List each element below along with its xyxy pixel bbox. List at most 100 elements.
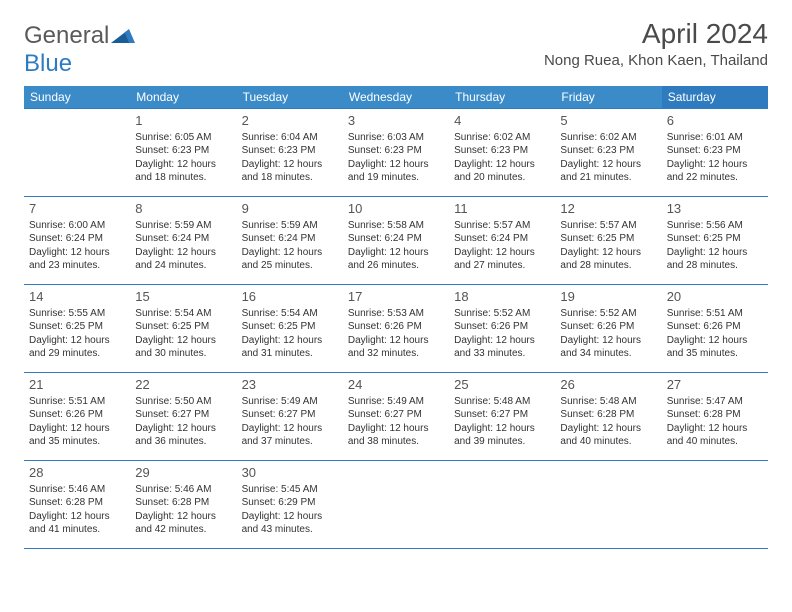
calendar-day-cell: 8Sunrise: 5:59 AMSunset: 6:24 PMDaylight…	[130, 197, 236, 285]
calendar-day-cell: 21Sunrise: 5:51 AMSunset: 6:26 PMDayligh…	[24, 373, 130, 461]
daylight-text: Daylight: 12 hours and 41 minutes.	[29, 510, 125, 537]
calendar-day-cell: 15Sunrise: 5:54 AMSunset: 6:25 PMDayligh…	[130, 285, 236, 373]
daylight-text: Daylight: 12 hours and 35 minutes.	[667, 334, 763, 361]
sunrise-text: Sunrise: 5:54 AM	[135, 307, 231, 321]
calendar-day-cell: 4Sunrise: 6:02 AMSunset: 6:23 PMDaylight…	[449, 109, 555, 197]
calendar-blank-cell	[343, 461, 449, 549]
daylight-text: Daylight: 12 hours and 18 minutes.	[135, 158, 231, 185]
calendar-day-cell: 7Sunrise: 6:00 AMSunset: 6:24 PMDaylight…	[24, 197, 130, 285]
sunset-text: Sunset: 6:26 PM	[560, 320, 656, 334]
day-number: 3	[348, 112, 444, 130]
daylight-text: Daylight: 12 hours and 42 minutes.	[135, 510, 231, 537]
sunset-text: Sunset: 6:26 PM	[348, 320, 444, 334]
calendar-day-cell: 26Sunrise: 5:48 AMSunset: 6:28 PMDayligh…	[555, 373, 661, 461]
day-number: 7	[29, 200, 125, 218]
daylight-text: Daylight: 12 hours and 24 minutes.	[135, 246, 231, 273]
sunset-text: Sunset: 6:27 PM	[454, 408, 550, 422]
day-header-thursday: Thursday	[449, 86, 555, 109]
calendar-day-cell: 30Sunrise: 5:45 AMSunset: 6:29 PMDayligh…	[237, 461, 343, 549]
daylight-text: Daylight: 12 hours and 38 minutes.	[348, 422, 444, 449]
daylight-text: Daylight: 12 hours and 18 minutes.	[242, 158, 338, 185]
day-number: 27	[667, 376, 763, 394]
day-number: 21	[29, 376, 125, 394]
daylight-text: Daylight: 12 hours and 28 minutes.	[667, 246, 763, 273]
calendar-table: Sunday Monday Tuesday Wednesday Thursday…	[24, 86, 768, 549]
day-number: 17	[348, 288, 444, 306]
daylight-text: Daylight: 12 hours and 36 minutes.	[135, 422, 231, 449]
sunrise-text: Sunrise: 6:05 AM	[135, 131, 231, 145]
sunrise-text: Sunrise: 5:54 AM	[242, 307, 338, 321]
sunset-text: Sunset: 6:26 PM	[29, 408, 125, 422]
day-number: 14	[29, 288, 125, 306]
daylight-text: Daylight: 12 hours and 19 minutes.	[348, 158, 444, 185]
calendar-day-cell: 24Sunrise: 5:49 AMSunset: 6:27 PMDayligh…	[343, 373, 449, 461]
calendar-day-cell: 19Sunrise: 5:52 AMSunset: 6:26 PMDayligh…	[555, 285, 661, 373]
sunrise-text: Sunrise: 5:59 AM	[242, 219, 338, 233]
sunrise-text: Sunrise: 5:52 AM	[560, 307, 656, 321]
sunrise-text: Sunrise: 6:00 AM	[29, 219, 125, 233]
sunset-text: Sunset: 6:26 PM	[454, 320, 550, 334]
day-number: 2	[242, 112, 338, 130]
sunrise-text: Sunrise: 6:01 AM	[667, 131, 763, 145]
calendar-day-cell: 3Sunrise: 6:03 AMSunset: 6:23 PMDaylight…	[343, 109, 449, 197]
sunrise-text: Sunrise: 5:51 AM	[29, 395, 125, 409]
sunrise-text: Sunrise: 5:49 AM	[348, 395, 444, 409]
day-header-row: Sunday Monday Tuesday Wednesday Thursday…	[24, 86, 768, 109]
logo-triangle-icon	[111, 27, 135, 43]
calendar-week-row: 1Sunrise: 6:05 AMSunset: 6:23 PMDaylight…	[24, 109, 768, 197]
daylight-text: Daylight: 12 hours and 26 minutes.	[348, 246, 444, 273]
calendar-blank-cell	[449, 461, 555, 549]
sunrise-text: Sunrise: 5:47 AM	[667, 395, 763, 409]
day-number: 29	[135, 464, 231, 482]
logo: General Blue	[24, 18, 135, 78]
day-header-sunday: Sunday	[24, 86, 130, 109]
day-number: 18	[454, 288, 550, 306]
calendar-week-row: 21Sunrise: 5:51 AMSunset: 6:26 PM Dayligh…	[24, 373, 768, 461]
sunset-text: Sunset: 6:23 PM	[560, 144, 656, 158]
calendar-blank-cell	[555, 461, 661, 549]
day-number: 30	[242, 464, 338, 482]
logo-text-general: General	[24, 22, 109, 49]
daylight-text: Daylight: 12 hours and 25 minutes.	[242, 246, 338, 273]
daylight-text: Daylight: 12 hours and 23 minutes.	[29, 246, 125, 273]
daylight-text: Daylight: 12 hours and 20 minutes.	[454, 158, 550, 185]
sunset-text: Sunset: 6:23 PM	[348, 144, 444, 158]
sunset-text: Sunset: 6:27 PM	[135, 408, 231, 422]
calendar-day-cell: 5Sunrise: 6:02 AMSunset: 6:23 PMDaylight…	[555, 109, 661, 197]
day-number: 9	[242, 200, 338, 218]
calendar-day-cell: 23Sunrise: 5:49 AMSunset: 6:27 PMDayligh…	[237, 373, 343, 461]
day-header-wednesday: Wednesday	[343, 86, 449, 109]
calendar-blank-cell	[662, 461, 768, 549]
logo-text-blue: Blue	[24, 50, 72, 77]
calendar-day-cell: 25Sunrise: 5:48 AMSunset: 6:27 PMDayligh…	[449, 373, 555, 461]
daylight-text: Daylight: 12 hours and 40 minutes.	[667, 422, 763, 449]
daylight-text: Daylight: 12 hours and 28 minutes.	[560, 246, 656, 273]
daylight-text: Daylight: 12 hours and 27 minutes.	[454, 246, 550, 273]
daylight-text: Daylight: 12 hours and 32 minutes.	[348, 334, 444, 361]
calendar-week-row: 14Sunrise: 5:55 AMSunset: 6:25 PMDayligh…	[24, 285, 768, 373]
daylight-text: Daylight: 12 hours and 29 minutes.	[29, 334, 125, 361]
sunset-text: Sunset: 6:28 PM	[135, 496, 231, 510]
sunset-text: Sunset: 6:27 PM	[348, 408, 444, 422]
calendar-day-cell: 20Sunrise: 5:51 AMSunset: 6:26 PMDayligh…	[662, 285, 768, 373]
day-number: 10	[348, 200, 444, 218]
calendar-day-cell: 18Sunrise: 5:52 AMSunset: 6:26 PMDayligh…	[449, 285, 555, 373]
sunrise-text: Sunrise: 5:56 AM	[667, 219, 763, 233]
sunset-text: Sunset: 6:24 PM	[348, 232, 444, 246]
sunset-text: Sunset: 6:29 PM	[242, 496, 338, 510]
sunset-text: Sunset: 6:23 PM	[135, 144, 231, 158]
day-number: 28	[29, 464, 125, 482]
day-number: 1	[135, 112, 231, 130]
sunrise-text: Sunrise: 6:03 AM	[348, 131, 444, 145]
calendar-day-cell: 16Sunrise: 5:54 AMSunset: 6:25 PMDayligh…	[237, 285, 343, 373]
sunrise-text: Sunrise: 5:45 AM	[242, 483, 338, 497]
day-number: 19	[560, 288, 656, 306]
sunrise-text: Sunrise: 5:48 AM	[560, 395, 656, 409]
day-number: 13	[667, 200, 763, 218]
day-number: 24	[348, 376, 444, 394]
calendar-day-cell: 22Sunrise: 5:50 AMSunset: 6:27 PMDayligh…	[130, 373, 236, 461]
sunset-text: Sunset: 6:23 PM	[454, 144, 550, 158]
sunset-text: Sunset: 6:25 PM	[242, 320, 338, 334]
calendar-day-cell: 17Sunrise: 5:53 AMSunset: 6:26 PMDayligh…	[343, 285, 449, 373]
sunset-text: Sunset: 6:24 PM	[135, 232, 231, 246]
